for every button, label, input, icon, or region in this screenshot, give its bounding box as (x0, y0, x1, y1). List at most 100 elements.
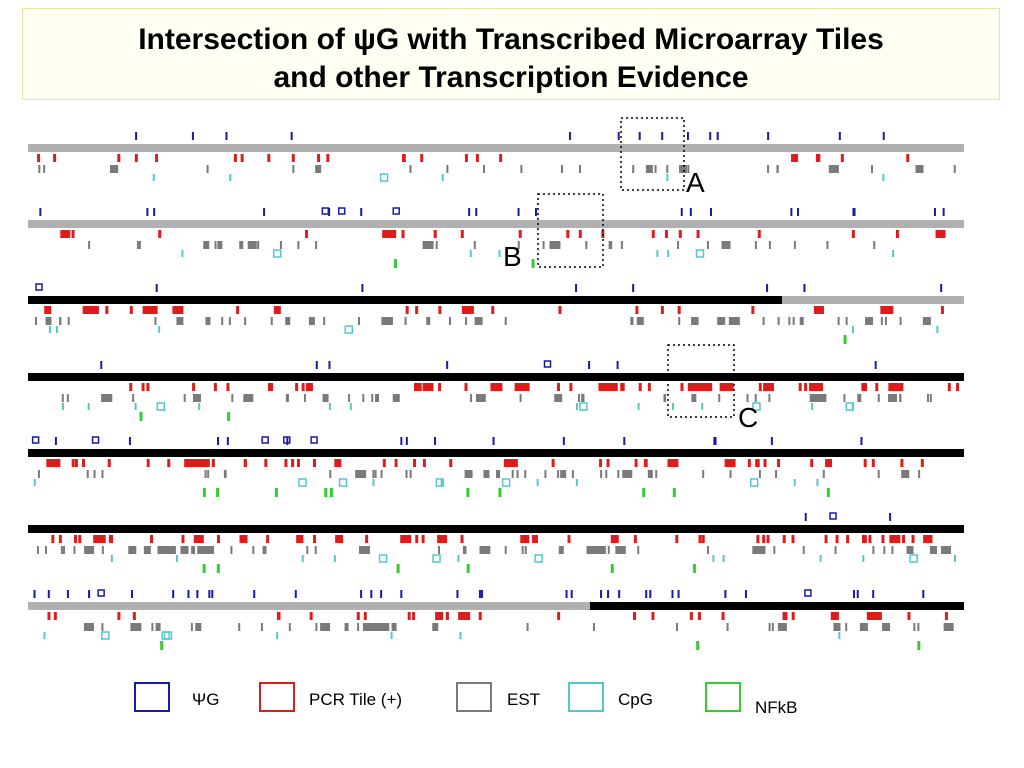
pcr-tile-mark (846, 535, 850, 543)
est-mark (929, 394, 932, 402)
callout-box-a (620, 117, 685, 191)
pcr-tile-mark (863, 535, 867, 543)
est-mark (88, 241, 91, 249)
cpg-mark (379, 173, 389, 182)
psig-mark (852, 590, 855, 598)
callout-label-c: C (738, 402, 759, 433)
est-mark (728, 317, 740, 325)
est-mark (872, 546, 875, 554)
legend-label-psig: ΨG (192, 690, 220, 709)
pcr-tile-mark (475, 154, 479, 162)
cpg-mark (378, 554, 388, 563)
est-mark (926, 394, 929, 402)
est-mark (871, 165, 874, 173)
psig-mark (804, 589, 812, 597)
est-mark (483, 546, 491, 554)
cpg-mark (33, 479, 36, 486)
cpg-mark (575, 403, 578, 410)
est-mark (901, 470, 910, 478)
pcr-tile-mark (766, 535, 770, 543)
pcr-tile-mark (270, 383, 274, 391)
pcr-tile-mark (791, 154, 799, 162)
est-mark (207, 470, 210, 478)
est-mark (891, 546, 894, 554)
pcr-tile-mark (697, 612, 701, 620)
psig-mark (632, 284, 635, 292)
est-mark (322, 394, 329, 402)
est-mark (151, 623, 154, 631)
est-mark (101, 470, 104, 478)
est-mark (344, 623, 349, 631)
est-mark (768, 241, 771, 249)
pcr-tile-mark (217, 535, 221, 543)
est-mark (717, 317, 726, 325)
psig-mark (838, 132, 841, 140)
est-mark (511, 470, 514, 478)
pcr-tile-mark (680, 383, 684, 391)
nfkb-mark (202, 564, 206, 573)
pcr-tile-mark (724, 459, 736, 467)
psig-mark (66, 590, 69, 598)
pcr-tile-mark (74, 535, 78, 543)
est-mark (63, 546, 66, 554)
est-mark (270, 317, 273, 325)
psig-mark (796, 208, 799, 216)
est-mark (561, 165, 564, 173)
nfkb-mark (843, 335, 847, 344)
est-mark (247, 241, 257, 249)
pcr-tile-mark (813, 306, 824, 314)
psig-mark (618, 590, 621, 598)
pcr-tile-mark (146, 459, 150, 467)
est-mark (101, 623, 104, 631)
pcr-tile-mark (598, 383, 613, 391)
track-4-bar-1 (28, 373, 964, 381)
est-mark (857, 394, 862, 402)
psig-mark (434, 437, 437, 445)
pcr-tile-mark (267, 154, 271, 162)
psig-mark (263, 208, 266, 216)
pcr-tile-mark (514, 383, 530, 391)
est-mark (404, 317, 407, 325)
pcr-tile-mark (437, 535, 448, 543)
est-mark (702, 470, 705, 478)
nfkb-mark (394, 259, 398, 268)
pcr-tile-mark (305, 383, 313, 391)
cpg-mark (701, 403, 704, 410)
est-mark (262, 546, 265, 554)
est-mark (838, 623, 841, 631)
cpg-mark (441, 174, 444, 181)
est-mark (560, 470, 567, 478)
cpg-mark (163, 631, 173, 640)
psig-mark (856, 590, 859, 598)
cpg-mark (349, 403, 352, 410)
est-mark (691, 317, 699, 325)
pcr-tile-mark (902, 535, 906, 543)
est-mark (706, 546, 709, 554)
psig-mark (468, 208, 471, 216)
nfkb-mark (642, 488, 646, 497)
est-mark (726, 623, 729, 631)
pcr-tile-mark (871, 459, 875, 467)
psig-mark (724, 590, 727, 598)
nfkb-mark (324, 488, 328, 497)
est-mark (519, 394, 522, 402)
pcr-tile-mark (363, 612, 367, 620)
pcr-tile-mark (762, 535, 766, 543)
track-7-bar-1 (28, 602, 590, 610)
psig-mark (328, 208, 331, 216)
psig-mark (942, 208, 945, 216)
est-mark (755, 546, 766, 554)
pcr-tile-mark (678, 230, 682, 238)
pcr-tile-mark (751, 306, 755, 314)
est-mark (516, 470, 519, 478)
est-mark (482, 165, 485, 173)
est-mark (285, 394, 288, 402)
cpg-mark (819, 555, 822, 562)
est-mark (517, 241, 520, 249)
est-mark (929, 546, 937, 554)
est-mark (632, 165, 635, 173)
psig-mark (400, 590, 403, 598)
nfkb-mark (329, 488, 333, 497)
est-mark (767, 165, 770, 173)
